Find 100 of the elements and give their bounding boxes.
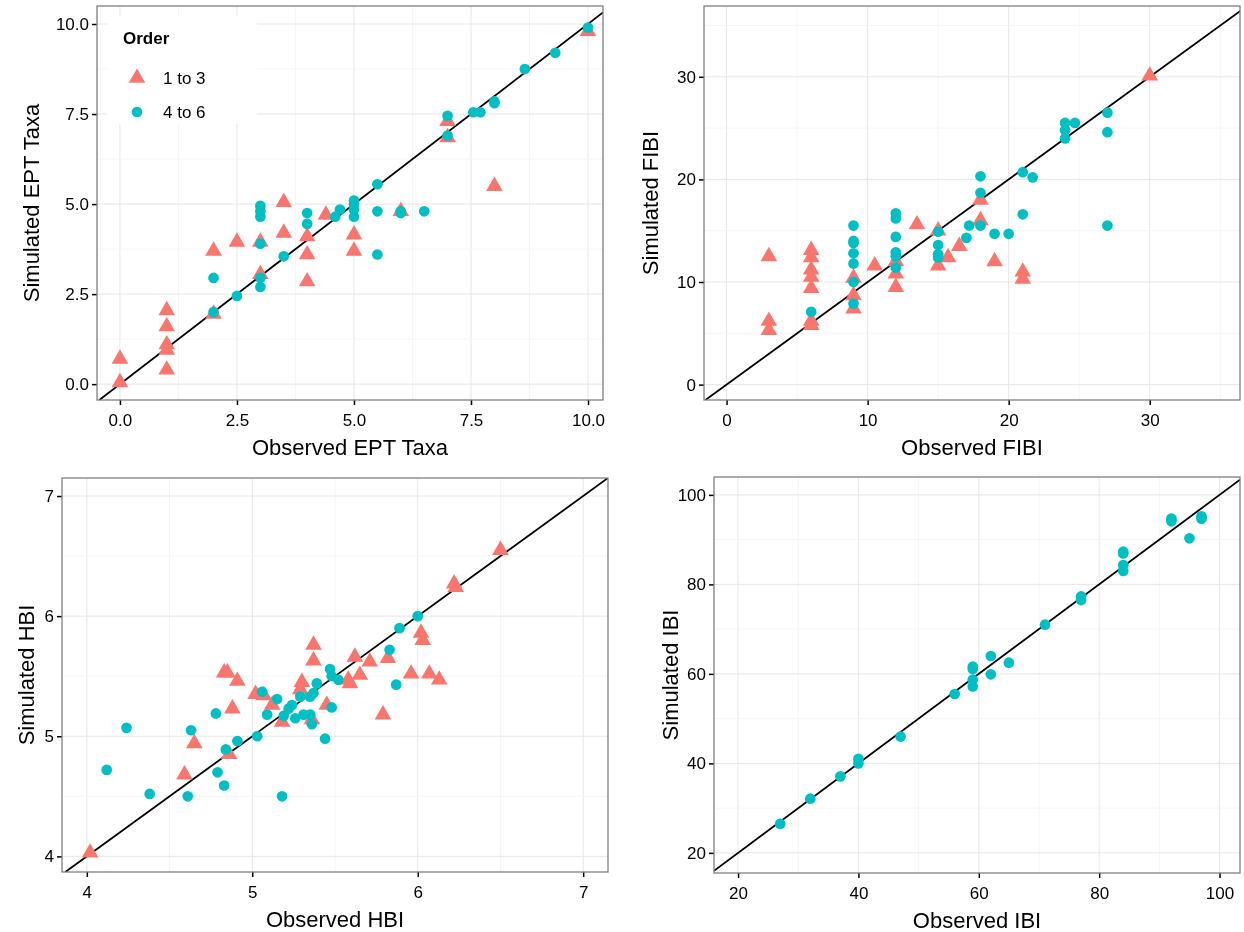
point bbox=[311, 678, 323, 689]
x-tick-label: 0.0 bbox=[108, 410, 133, 430]
point bbox=[231, 290, 243, 302]
point bbox=[255, 281, 266, 293]
point bbox=[985, 668, 997, 680]
y-axis-title: Simulated FIBI bbox=[637, 130, 663, 276]
y-tick-label: 100 bbox=[677, 485, 706, 505]
point bbox=[908, 214, 926, 230]
point bbox=[261, 709, 273, 720]
x-tick-label: 80 bbox=[1090, 883, 1110, 903]
point bbox=[111, 349, 129, 364]
point bbox=[1184, 532, 1195, 544]
point bbox=[232, 735, 243, 747]
point bbox=[989, 228, 1000, 240]
point bbox=[961, 232, 972, 244]
point bbox=[308, 687, 319, 699]
y-tick-label: 2.5 bbox=[65, 285, 89, 305]
point bbox=[760, 246, 778, 262]
point bbox=[158, 316, 176, 332]
point bbox=[275, 223, 293, 238]
point bbox=[1003, 657, 1015, 669]
x-tick-label: 2.5 bbox=[225, 410, 250, 430]
point bbox=[341, 673, 359, 689]
y-axis-title: Simulated IBI bbox=[657, 609, 683, 741]
point bbox=[301, 218, 313, 230]
legend-title: Order bbox=[123, 29, 170, 48]
point bbox=[372, 249, 383, 260]
point bbox=[1102, 107, 1113, 119]
x-axis-title: Observed HBI bbox=[265, 907, 405, 932]
x-tick-label: 6 bbox=[413, 882, 423, 902]
point bbox=[374, 705, 392, 720]
legend-label: 1 to 3 bbox=[163, 69, 206, 88]
x-tick-label: 7 bbox=[578, 882, 589, 902]
point bbox=[361, 652, 379, 667]
point bbox=[492, 540, 509, 555]
point bbox=[835, 771, 846, 782]
point bbox=[345, 241, 363, 256]
point bbox=[186, 733, 203, 749]
point bbox=[278, 250, 290, 262]
x-tick-label: 0 bbox=[722, 410, 732, 430]
point bbox=[111, 372, 129, 388]
point bbox=[848, 298, 859, 309]
point bbox=[402, 664, 420, 679]
point bbox=[208, 272, 219, 284]
y-axis-title: Simulated EPT Taxa bbox=[18, 102, 44, 303]
point bbox=[305, 635, 322, 650]
point bbox=[255, 272, 266, 284]
point bbox=[394, 622, 405, 634]
y-tick-label: 60 bbox=[687, 664, 706, 684]
x-tick-label: 40 bbox=[849, 883, 869, 903]
x-tick-label: 5 bbox=[248, 882, 258, 902]
point bbox=[986, 251, 1003, 267]
point bbox=[346, 647, 364, 662]
point bbox=[251, 730, 263, 742]
x-tick-label: 10.0 bbox=[571, 410, 606, 430]
point bbox=[121, 722, 132, 734]
y-tick-label: 10 bbox=[677, 272, 696, 292]
y-tick-label: 20 bbox=[687, 843, 706, 863]
point bbox=[1003, 228, 1015, 240]
point bbox=[950, 236, 968, 251]
x-tick-label: 7.5 bbox=[459, 410, 484, 430]
x-axis-title: Observed IBI bbox=[912, 908, 1042, 932]
point bbox=[158, 360, 176, 375]
point bbox=[218, 780, 230, 791]
x-tick-label: 30 bbox=[1140, 410, 1160, 430]
point bbox=[372, 178, 383, 190]
point bbox=[549, 47, 561, 59]
point bbox=[939, 247, 957, 263]
point bbox=[804, 793, 816, 805]
point bbox=[224, 699, 241, 714]
point bbox=[185, 724, 197, 736]
x-tick-label: 20 bbox=[729, 883, 749, 903]
point bbox=[519, 63, 531, 75]
point bbox=[418, 205, 430, 217]
point bbox=[332, 674, 344, 686]
y-tick-label: 7.5 bbox=[65, 104, 89, 124]
point bbox=[319, 733, 331, 745]
point bbox=[848, 247, 859, 259]
point bbox=[887, 277, 905, 292]
point bbox=[326, 702, 338, 713]
point bbox=[275, 192, 293, 208]
point bbox=[975, 170, 986, 182]
point bbox=[774, 818, 786, 830]
point bbox=[895, 731, 906, 742]
point bbox=[176, 765, 193, 780]
point bbox=[848, 220, 859, 231]
point bbox=[384, 644, 395, 656]
point bbox=[390, 679, 402, 690]
point bbox=[158, 300, 176, 316]
y-axis-title: Simulated HBI bbox=[13, 604, 39, 746]
y-tick-label: 30 bbox=[677, 67, 696, 87]
legend-label: 4 to 6 bbox=[163, 103, 206, 122]
x-axis-title: Observed FIBI bbox=[901, 435, 1043, 460]
point bbox=[212, 766, 223, 778]
point bbox=[1017, 166, 1029, 178]
point bbox=[430, 670, 448, 685]
point bbox=[447, 577, 465, 593]
point bbox=[949, 688, 961, 700]
point bbox=[298, 271, 316, 287]
point bbox=[890, 231, 902, 243]
